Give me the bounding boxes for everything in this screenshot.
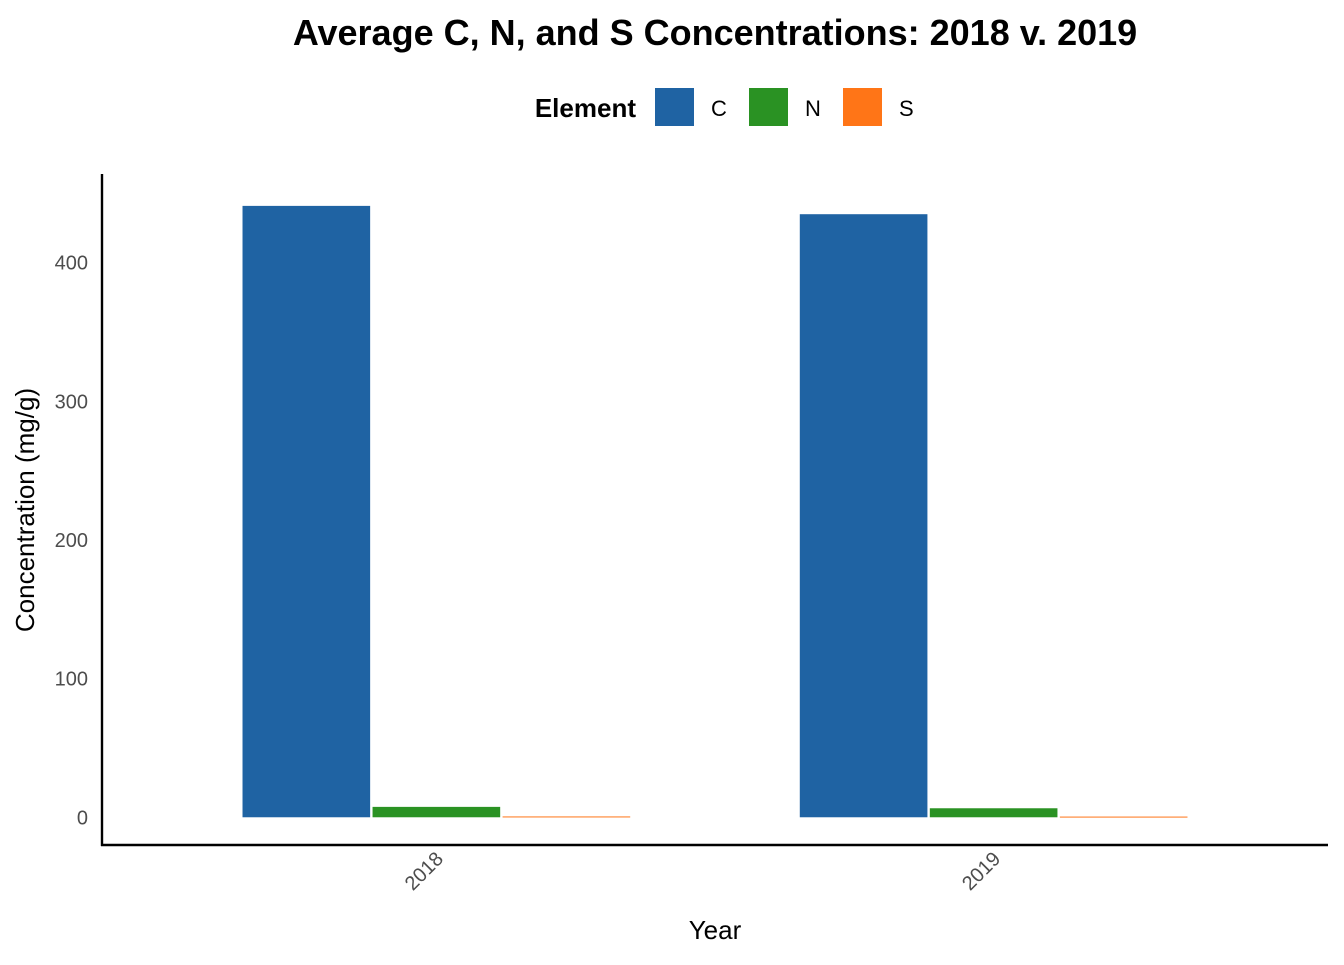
legend-label-c: C [711, 96, 727, 121]
bar-s-2018 [502, 816, 631, 818]
y-tick-label: 0 [77, 807, 88, 829]
axes [100, 174, 1328, 847]
y-tick-label: 400 [55, 253, 88, 275]
x-tick-label: 2018 [401, 848, 448, 895]
legend-key-s [843, 88, 882, 126]
legend-key-c [655, 88, 694, 126]
x-ticks: 2018 2019 [401, 848, 1005, 895]
bar-c-2018 [242, 205, 371, 818]
legend-label-n: N [805, 96, 821, 121]
y-tick-label: 200 [55, 530, 88, 552]
x-tick-label: 2019 [958, 848, 1005, 895]
bar-n-2018 [372, 806, 501, 818]
bar-c-2019 [799, 214, 928, 818]
bar-n-2019 [929, 808, 1058, 818]
bars [242, 205, 1188, 818]
legend-title: Element [535, 93, 636, 123]
legend: Element C N S [535, 88, 914, 126]
bar-s-2019 [1059, 816, 1188, 818]
legend-label-s: S [899, 96, 914, 121]
y-axis-title: Concentration (mg/g) [10, 388, 40, 632]
x-axis-title: Year [689, 915, 742, 945]
y-ticks: 0 100 200 300 400 [55, 253, 88, 830]
y-tick-label: 100 [55, 669, 88, 691]
legend-key-n [749, 88, 788, 126]
y-tick-label: 300 [55, 391, 88, 413]
chart-title: Average C, N, and S Concentrations: 2018… [293, 12, 1137, 53]
